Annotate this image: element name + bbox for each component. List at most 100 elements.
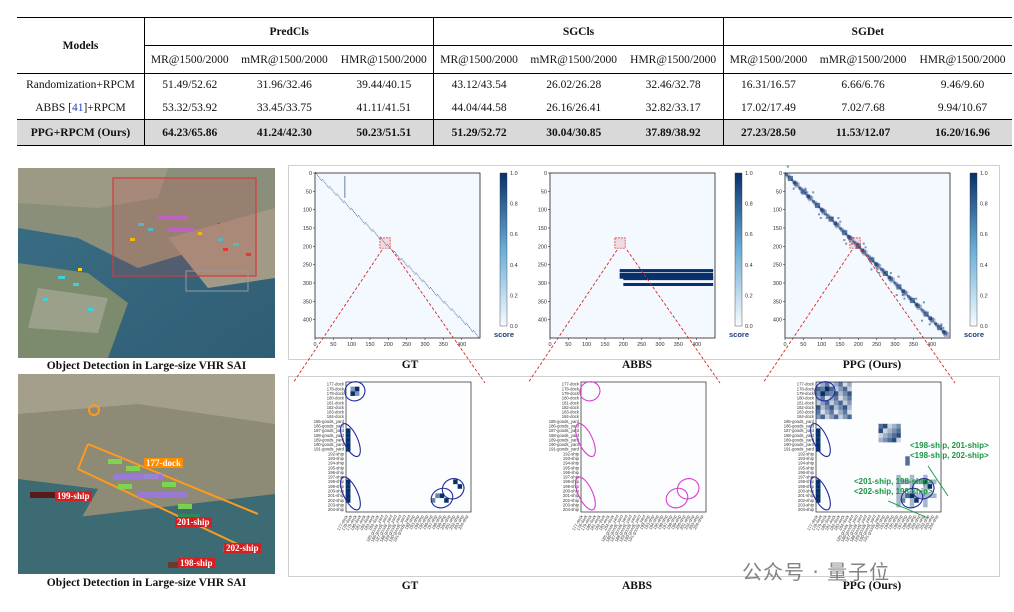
connector-line: [527, 249, 618, 384]
heat-cell: [923, 484, 928, 489]
heat-cell: [382, 240, 384, 242]
heat-cell: [390, 249, 392, 251]
heat-cell: [322, 179, 324, 181]
x-tick-label: 200: [619, 342, 628, 348]
heat-cell: [838, 400, 843, 406]
colorbar-label: score: [964, 330, 984, 339]
heat-cell: [786, 165, 789, 168]
heat-cell: [389, 247, 391, 249]
row-label: 181-dock: [327, 400, 345, 405]
row-label: 202-ship: [328, 498, 345, 503]
heat-cell: [820, 395, 825, 401]
heat-cell: [820, 386, 825, 392]
connector-line: [391, 249, 486, 384]
heat-cell: [785, 173, 790, 178]
heat-cell: [457, 484, 463, 489]
heat-cell: [354, 212, 356, 214]
heat-cell: [454, 312, 456, 314]
heat-cell: [318, 176, 320, 178]
row-label: 193-ship: [328, 456, 345, 461]
connector-line: [861, 249, 956, 384]
heat-cell: [411, 269, 413, 271]
heat-cell: [421, 280, 423, 282]
row-label: 183-dock: [327, 410, 345, 415]
row-label: 204-ship: [798, 507, 815, 512]
row-label: 203-ship: [798, 502, 815, 507]
heat-cell: [847, 409, 852, 415]
row-label: 184-dock: [797, 414, 815, 419]
heat-cell: [838, 409, 843, 415]
heat-cell: [842, 230, 848, 236]
row-label: 194-ship: [798, 461, 815, 466]
heat-cell: [447, 305, 449, 307]
x-tick-label: 250: [872, 342, 881, 348]
heat-cell: [829, 386, 834, 392]
heat-cell: [882, 428, 888, 434]
table-cell: 16.31/16.57: [722, 73, 814, 97]
heat-cell: [833, 409, 839, 415]
heat-cell: [824, 386, 830, 392]
heat-cell: [406, 265, 408, 267]
y-tick-label: 200: [303, 244, 312, 250]
table-cell: 39.44/40.15: [334, 73, 434, 97]
heat-cell: [896, 284, 902, 290]
heat-cell: [896, 488, 901, 494]
heat-cell: [449, 308, 451, 310]
heat-cell: [897, 275, 900, 278]
heat-cell: [842, 395, 848, 401]
table-cell: 17.02/17.49: [722, 96, 814, 120]
connector-line: [626, 249, 721, 384]
citation-link[interactable]: 41: [71, 101, 84, 114]
heat-cell: [927, 479, 933, 485]
heat-cell: [355, 213, 357, 215]
colorbar-label: score: [729, 330, 749, 339]
heat-cell: [410, 268, 412, 270]
heat-cell: [826, 214, 831, 219]
y-tick-label: 0: [779, 171, 782, 177]
x-tick-label: 350: [674, 342, 683, 348]
heat-cell: [833, 382, 839, 387]
heat-cell: [896, 479, 901, 485]
row-label: 182-dock: [327, 405, 345, 410]
heat-cell: [847, 395, 852, 401]
heat-cell: [816, 437, 821, 443]
colorbar-label: score: [494, 330, 514, 339]
heat-cell: [921, 319, 924, 322]
row-label: 183-dock: [797, 410, 815, 415]
heat-cell: [872, 260, 875, 263]
heat-cell: [867, 255, 871, 259]
heat-cell: [909, 474, 915, 480]
heat-cell: [847, 386, 852, 392]
heat-cell: [927, 484, 933, 489]
heat-cell: [323, 180, 325, 182]
heat-cell: [889, 272, 892, 274]
heat-cell: [870, 268, 873, 271]
heat-cell: [426, 285, 428, 287]
heatmap-ppg: 0 50 100 150 200 250 300 350 400 0 50 100 150 200 250 3…: [773, 165, 988, 348]
relation-annotation: <198-ship, 202-ship>: [910, 451, 989, 460]
heat-cell: [813, 201, 817, 205]
heat-cell: [896, 498, 901, 503]
x-tick-label: 50: [800, 342, 806, 348]
heat-cell: [471, 329, 473, 331]
heat-cell: [833, 395, 839, 401]
heat-cell: [431, 288, 433, 290]
heat-cell: [820, 382, 825, 387]
highlight-ellipse: [810, 423, 831, 458]
heat-cell: [821, 209, 827, 215]
detection-label: 199-ship: [55, 491, 92, 501]
table-cell: 11.53/12.07: [813, 119, 913, 146]
heat-cell: [923, 474, 928, 480]
colorbar: [734, 172, 743, 327]
row-label: 186-goods_yard: [314, 424, 345, 429]
heat-cell: [838, 391, 843, 396]
heat-cell: [373, 230, 375, 232]
label-abbs-bottom: ABBS: [621, 580, 653, 592]
heat-cell: [896, 433, 901, 438]
heat-cell: [902, 290, 907, 295]
heat-cell: [354, 386, 360, 392]
metric-header: HMR@1500/2000: [630, 53, 717, 66]
heat-cell: [922, 301, 925, 304]
heat-cell: [378, 237, 380, 239]
group-sgdet: SGDet: [722, 17, 1012, 46]
